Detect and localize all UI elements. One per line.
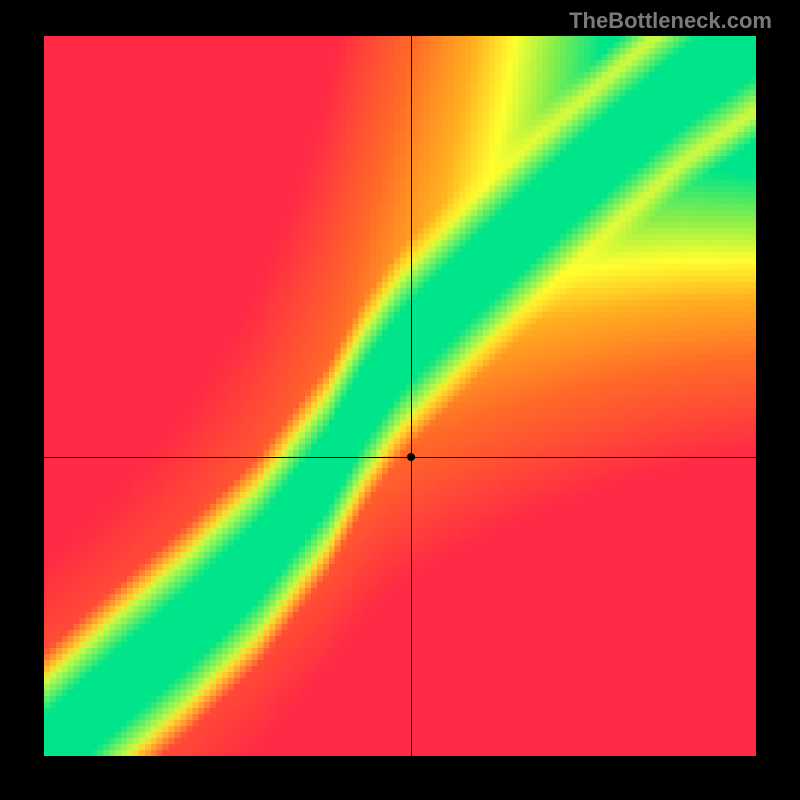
watermark-text: TheBottleneck.com [569, 8, 772, 34]
crosshair-horizontal [44, 457, 756, 458]
crosshair-dot [407, 453, 415, 461]
crosshair-vertical [411, 36, 412, 756]
heatmap-canvas [44, 36, 756, 756]
bottleneck-heatmap [44, 36, 756, 756]
